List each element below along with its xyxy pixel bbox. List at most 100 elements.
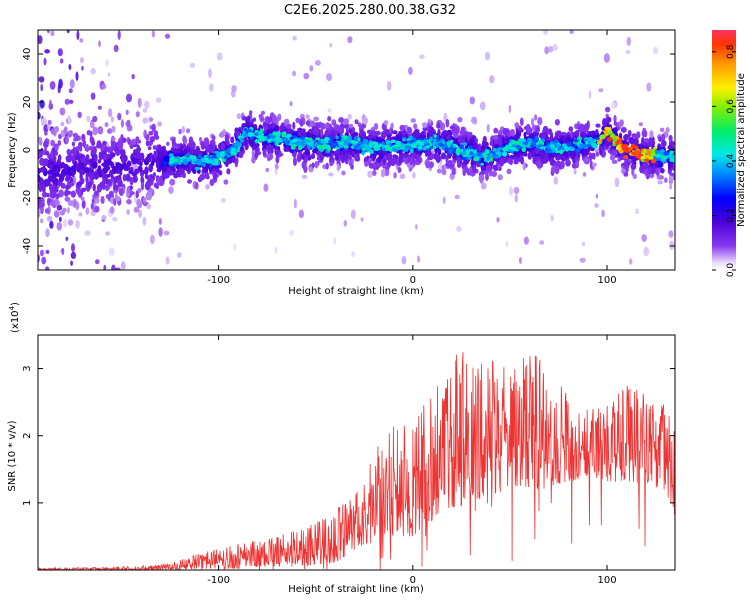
spectrogram-core-cell <box>655 153 661 158</box>
spectrogram-noise-cell <box>484 51 491 61</box>
spectrogram-band-cell <box>208 143 214 150</box>
spectrogram-band-cell <box>212 170 218 179</box>
spectrogram-core-cell <box>465 156 472 160</box>
spectrogram-noise-cell <box>125 109 129 116</box>
spectrogram-band-cell <box>155 160 160 169</box>
spectrogram-core-cell <box>644 158 650 163</box>
spectrogram-core-cell <box>303 139 308 144</box>
spectrogram-band-cell <box>482 135 487 143</box>
spectrogram-core-cell <box>376 145 381 150</box>
snr-y-tick-label: 2 <box>22 433 33 439</box>
spectrogram-core-cell <box>292 139 297 143</box>
spectrogram-band-cell <box>665 127 670 133</box>
spectrogram-noise-cell <box>117 112 122 121</box>
figure-title: C2E6.2025.280.00.38.G32 <box>284 3 456 18</box>
colorbar-tick-label: 0.4 <box>726 153 736 168</box>
spectrogram-core-cell <box>329 140 335 146</box>
spectrogram-band-cell <box>195 182 199 190</box>
spectrogram-core-cell <box>415 140 422 145</box>
spectrogram-band-cell <box>486 123 490 133</box>
spectrogram-x-tick-label: 100 <box>597 275 616 286</box>
spectrogram-band-cell <box>286 123 292 129</box>
spectrogram-noise-cell <box>57 48 63 57</box>
spectrogram-core-cell <box>277 138 283 143</box>
spectrogram-core-cell <box>168 153 174 158</box>
spectrogram-band-cell <box>378 152 384 159</box>
spectrogram-noise-cell <box>150 234 155 245</box>
spectrogram-band-cell <box>364 160 369 167</box>
spectrogram-band-cell <box>148 130 154 136</box>
spectrogram-band-cell <box>642 161 649 170</box>
spectrogram-noise-cell <box>326 73 332 82</box>
spectrogram-core-cell <box>650 149 656 153</box>
spectrogram-band-cell <box>50 160 55 167</box>
spectrogram-band-cell <box>71 169 75 177</box>
spectrogram-noise-cell <box>625 49 631 55</box>
spectrogram-band-cell <box>126 186 131 194</box>
spectrogram-band-cell <box>655 167 660 176</box>
spectrogram-band-cell <box>89 121 95 129</box>
spectrogram-band-cell <box>251 156 256 164</box>
spectrogram-core-cell <box>429 136 434 142</box>
spectrogram-core-cell <box>204 157 209 162</box>
spectrogram-noise-cell <box>412 172 416 179</box>
spectrogram-noise-cell <box>53 210 60 218</box>
spectrogram-band-cell <box>246 115 251 122</box>
spectrogram-core-cell <box>630 151 637 156</box>
spectrogram-band-cell <box>333 122 337 131</box>
spectrogram-band-cell <box>582 172 587 177</box>
spectrogram-band-cell <box>187 179 192 184</box>
spectrogram-band-cell <box>445 118 450 128</box>
spectrogram-band-cell <box>390 122 394 130</box>
spectrogram-noise-cell <box>69 99 74 104</box>
spectrogram-noise-cell <box>417 255 421 263</box>
spectrogram-band-cell <box>64 190 69 197</box>
spectrogram-noise-cell <box>97 105 102 110</box>
spectrogram-core-cell <box>237 135 242 140</box>
spectrogram-band-cell <box>527 151 533 160</box>
spectrogram-core-cell <box>672 159 675 163</box>
spectrogram-band-cell <box>204 164 209 170</box>
spectrogram-band-cell <box>658 136 662 143</box>
spectrogram-core-cell <box>512 147 517 151</box>
spectrogram-band-cell <box>497 174 503 181</box>
spectrogram-band-cell <box>605 142 611 147</box>
snr-y-tick-label: 1 <box>22 500 33 506</box>
snr-exponent-label: (x104) <box>8 302 21 333</box>
spectrogram-core-cell <box>195 166 201 171</box>
spectrogram-band-cell <box>100 146 105 151</box>
spectrogram-noise-cell <box>669 240 675 250</box>
spectrogram-band-cell <box>499 157 505 167</box>
spectrogram-noise-cell <box>65 236 69 241</box>
spectrogram-core-cell <box>197 154 203 159</box>
spectrogram-band-cell <box>520 156 524 165</box>
spectrogram-noise-cell <box>646 82 652 92</box>
spectrogram-band-cell <box>425 160 430 169</box>
spectrogram-band-cell <box>153 130 158 140</box>
spectrogram-band-cell <box>122 174 127 182</box>
spectrogram-band-cell <box>606 116 612 123</box>
spectrogram-core-cell <box>542 145 546 150</box>
spectrogram-core-cell <box>643 148 647 154</box>
spectrogram-band-cell <box>225 158 229 168</box>
spectrogram-core-cell <box>346 138 351 142</box>
spectrogram-band-cell <box>75 163 80 171</box>
spectrogram-core-cell <box>361 150 365 156</box>
spectrogram-band-cell <box>522 161 526 171</box>
snr-x-axis-label: Height of straight line (km) <box>288 584 424 595</box>
spectrogram-band-cell <box>392 154 397 159</box>
spectrogram-core-cell <box>649 156 654 160</box>
spectrogram-band-cell <box>588 152 593 161</box>
spectrogram-band-cell <box>667 160 672 170</box>
spectrogram-panel: -100 0 100 -40 -20 0 20 40 Height of straight l… <box>7 29 676 297</box>
spectrogram-band-cell <box>169 178 176 186</box>
spectrogram-band-cell <box>149 136 156 142</box>
spectrogram-band-cell <box>38 203 42 208</box>
spectrogram-band-cell <box>111 125 116 133</box>
spectrogram-noise-cell <box>231 85 237 93</box>
spectrogram-core-cell <box>402 149 409 153</box>
spectrogram-band-cell <box>532 156 537 163</box>
spectrogram-core-cell <box>450 144 454 149</box>
spectrogram-band-cell <box>204 171 210 179</box>
